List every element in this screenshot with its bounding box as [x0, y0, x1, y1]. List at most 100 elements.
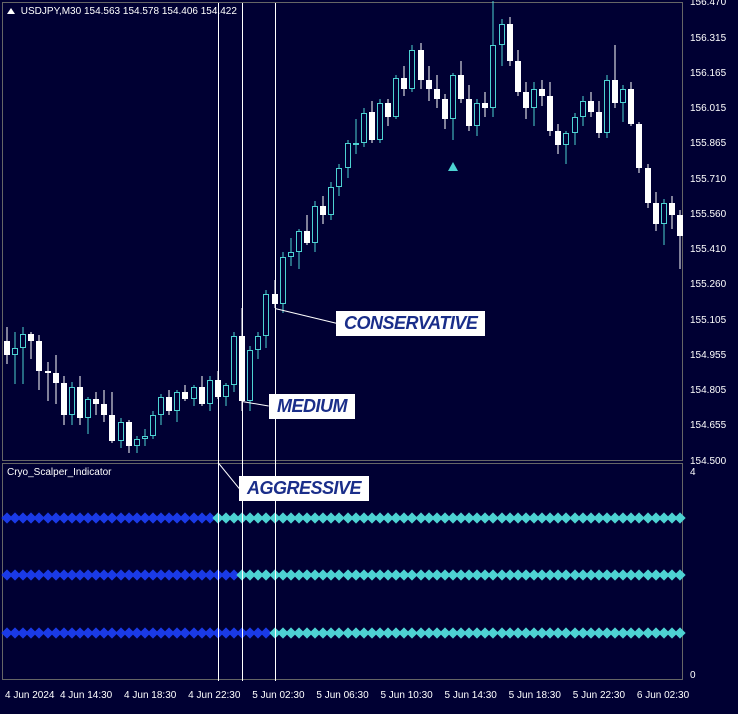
candle: [61, 376, 67, 425]
candle: [231, 332, 237, 393]
chart-container: USDJPY,M30 154.563 154.578 154.406 154.4…: [0, 0, 738, 714]
signal-arrow-icon: [448, 162, 458, 171]
indicator-tick: 0: [690, 670, 696, 681]
candle: [401, 66, 407, 96]
candle: [174, 390, 180, 423]
candle: [345, 140, 351, 177]
candle: [53, 355, 59, 404]
candle: [320, 196, 326, 224]
candle: [158, 394, 164, 424]
candle: [604, 75, 610, 138]
price-chart[interactable]: USDJPY,M30 154.563 154.578 154.406 154.4…: [2, 2, 683, 461]
candle: [385, 99, 391, 127]
annotation-label: CONSERVATIVE: [336, 311, 485, 336]
candle: [515, 50, 521, 97]
annotation-line: [242, 401, 269, 407]
price-tick: 154.655: [690, 420, 726, 431]
candle: [588, 92, 594, 118]
candle: [255, 332, 261, 360]
ohlc-text: 154.563 154.578 154.406 154.422: [84, 6, 237, 17]
up-arrow-icon: [7, 8, 15, 14]
candle: [661, 199, 667, 246]
price-tick: 155.105: [690, 315, 726, 326]
candle: [620, 85, 626, 122]
indicator-row: [3, 629, 682, 641]
indicator-tick: 4: [690, 467, 696, 478]
candle: [101, 390, 107, 423]
price-tick: 156.015: [690, 103, 726, 114]
candle: [393, 75, 399, 119]
candle: [531, 82, 537, 126]
candle: [377, 99, 383, 143]
price-tick: 156.315: [690, 33, 726, 44]
candle: [223, 383, 229, 406]
candle: [555, 124, 561, 154]
candle: [628, 82, 634, 126]
signal-vline: [218, 3, 219, 681]
time-tick: 5 Jun 02:30: [252, 690, 304, 701]
candle: [93, 392, 99, 415]
annotation-label: MEDIUM: [269, 394, 355, 419]
time-tick: 5 Jun 06:30: [316, 690, 368, 701]
candle: [418, 43, 424, 90]
candle: [442, 94, 448, 129]
candle: [288, 238, 294, 266]
candle: [199, 376, 205, 406]
candle: [247, 346, 253, 411]
candle: [434, 75, 440, 108]
candle: [369, 101, 375, 143]
candle: [539, 80, 545, 106]
time-tick: 5 Jun 10:30: [380, 690, 432, 701]
candle: [280, 252, 286, 313]
time-tick: 5 Jun 18:30: [509, 690, 561, 701]
annotation-line: [274, 308, 336, 324]
candle: [523, 82, 529, 119]
price-axis: 156.470 156.315 156.165 156.015 155.865 155.7…: [684, 2, 736, 680]
price-tick: 154.500: [690, 456, 726, 467]
time-axis: 4 Jun 20244 Jun 14:304 Jun 18:304 Jun 22…: [2, 682, 683, 712]
candle: [669, 196, 675, 229]
price-tick: 154.805: [690, 385, 726, 396]
candle: [312, 201, 318, 252]
candle: [126, 420, 132, 453]
candle: [482, 92, 488, 118]
candle: [182, 385, 188, 401]
candle: [69, 382, 75, 425]
candle: [474, 99, 480, 136]
price-tick: 156.470: [690, 0, 726, 8]
time-tick: 5 Jun 14:30: [445, 690, 497, 701]
time-tick: 4 Jun 2024: [5, 690, 55, 701]
candle: [409, 45, 415, 92]
candle: [336, 164, 342, 197]
candle: [191, 385, 197, 406]
candle: [645, 164, 651, 208]
candle: [4, 327, 10, 364]
candle: [109, 392, 115, 443]
candle: [20, 327, 26, 384]
price-tick: 155.260: [690, 279, 726, 290]
signal-vline: [275, 3, 276, 681]
indicator-label: Cryo_Scalper_Indicator: [7, 467, 112, 478]
price-tick: 155.865: [690, 138, 726, 149]
candle: [150, 411, 156, 439]
indicator-row: [3, 571, 682, 583]
candle: [328, 182, 334, 219]
candle: [547, 82, 553, 136]
candle: [653, 192, 659, 232]
candle: [28, 332, 34, 360]
candle: [466, 85, 472, 132]
candle: [426, 66, 432, 101]
annotation-label: AGGRESSIVE: [239, 476, 369, 501]
candle: [612, 45, 618, 108]
candle: [361, 108, 367, 148]
candle: [677, 210, 683, 268]
candle: [142, 429, 148, 445]
candle: [85, 397, 91, 434]
price-tick: 156.165: [690, 68, 726, 79]
signal-vline: [242, 3, 243, 681]
symbol-label: USDJPY,M30 154.563 154.578 154.406 154.4…: [7, 6, 237, 17]
candle: [36, 335, 42, 390]
candle: [118, 418, 124, 448]
candle: [166, 390, 172, 416]
price-tick: 155.710: [690, 174, 726, 185]
